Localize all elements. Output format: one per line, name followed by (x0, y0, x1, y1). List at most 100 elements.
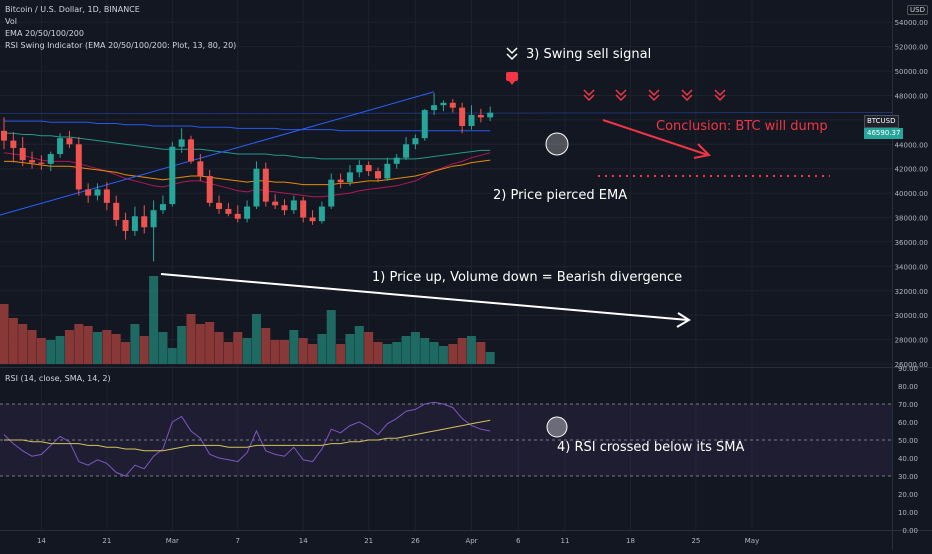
time-tick-label: 11 (561, 537, 570, 545)
candle-body (103, 189, 110, 203)
annotation-divergence: 1) Price up, Volume down = Bearish diver… (372, 270, 683, 285)
volume-bar (485, 352, 495, 364)
ema-line-1 (3, 152, 491, 198)
rsi-tick-label: 60.00 (898, 419, 918, 427)
trend-line (0, 91, 435, 216)
time-tick-label: 14 (299, 537, 308, 545)
price-tick-label: 54000.00 (895, 19, 928, 27)
candle-body (94, 189, 101, 196)
volume-bar (149, 276, 159, 364)
candle-body (300, 200, 307, 218)
volume-bar (289, 330, 299, 364)
volume-bar (457, 338, 467, 364)
volume-bar (476, 342, 486, 364)
ema-line-4 (4, 120, 491, 132)
volume-bar (55, 336, 65, 364)
candle-body (262, 168, 269, 202)
symbol-legend[interactable]: Bitcoin / U.S. Dollar, 1D, BINANCE (5, 5, 140, 14)
volume-legend[interactable]: Vol (5, 17, 17, 26)
rsi-cross-circle (546, 416, 568, 438)
candle-body (487, 112, 494, 118)
candle-body (459, 107, 466, 126)
price-tick-label: 32000.00 (895, 288, 928, 296)
divergence-arrow (160, 273, 689, 321)
candle-body (375, 171, 381, 179)
swing-sell-marker-tip (509, 81, 515, 85)
sell-chevron (583, 89, 595, 97)
price-tick-label: 38000.00 (895, 215, 928, 223)
candle-body (66, 138, 73, 145)
volume-bar (438, 346, 448, 364)
ema-legend[interactable]: EMA 20/50/100/200 (5, 29, 84, 38)
candle-body (178, 139, 185, 147)
sell-chevron (583, 94, 595, 102)
candlestick-series (1, 93, 494, 262)
candle-body (253, 168, 260, 207)
candle-body (328, 179, 335, 207)
grid (0, 0, 892, 530)
volume-bar (111, 334, 121, 364)
candle-body (1, 130, 7, 141)
candle-body (225, 208, 232, 214)
candle-body (206, 176, 213, 203)
annotation-sell-signal: 3) Swing sell signal (526, 47, 652, 62)
rsi-tick-label: 20.00 (898, 491, 918, 499)
candle-body (290, 200, 297, 211)
conclusion-arrow (602, 119, 709, 156)
price-tick-label: 34000.00 (895, 263, 928, 271)
annotation-drawings (160, 47, 830, 438)
volume-bar (354, 326, 364, 364)
candle-body (38, 162, 45, 164)
candle-body (85, 189, 92, 196)
volume-bar (8, 318, 18, 364)
candle-body (169, 146, 176, 205)
candle-body (47, 154, 54, 164)
candle-body (131, 216, 138, 231)
candle-body (365, 165, 372, 172)
price-tick-label: 50000.00 (895, 68, 928, 76)
volume-bar (18, 324, 28, 364)
candle-body (197, 161, 204, 177)
volume-bar (308, 344, 318, 364)
rsi-tick-label: 40.00 (898, 455, 918, 463)
rsi-pane (0, 401, 892, 477)
rsi-tick-label: 0.00 (902, 527, 918, 535)
time-tick-label: 26 (411, 537, 420, 545)
rsi-tick-label: 30.00 (898, 473, 918, 481)
price-tick-label: 28000.00 (895, 337, 928, 345)
price-tag-symbol: BTCUSD (864, 115, 899, 128)
volume-bar (223, 342, 233, 364)
candle-body (234, 213, 241, 219)
volume-bar (261, 328, 271, 364)
volume-bar (317, 334, 327, 364)
candle-body (412, 138, 419, 145)
volume-bar (298, 338, 308, 364)
currency-badge[interactable]: USD (907, 5, 928, 15)
candle-body (449, 102, 456, 108)
rsi-tick-label: 70.00 (898, 401, 918, 409)
rsi-swing-legend[interactable]: RSI Swing Indicator (EMA 20/50/100/200: … (5, 41, 237, 50)
volume-bar (83, 326, 93, 364)
rsi-sma-line (4, 419, 491, 452)
rsi-tick-label: 50.00 (898, 437, 918, 445)
candle-body (393, 157, 400, 164)
candle-body (188, 139, 194, 162)
sell-chevron (615, 89, 627, 97)
volume-bar (392, 342, 402, 364)
candle-body (19, 147, 26, 161)
volume-bar (429, 342, 439, 364)
time-tick-label: 6 (516, 537, 521, 545)
candle-body (356, 165, 363, 173)
volume-bar (158, 332, 168, 364)
volume-bar (74, 324, 84, 364)
candle-body (403, 144, 410, 158)
rsi-line (3, 401, 491, 477)
time-tick-label: 25 (691, 537, 700, 545)
horizontal-line (0, 112, 893, 115)
annotation-conclusion: Conclusion: BTC will dump (656, 119, 828, 134)
candle-body (10, 140, 17, 148)
volume-bar (410, 332, 420, 364)
rsi-pane-legend[interactable]: RSI (14, close, SMA, 14, 2) (5, 374, 111, 383)
